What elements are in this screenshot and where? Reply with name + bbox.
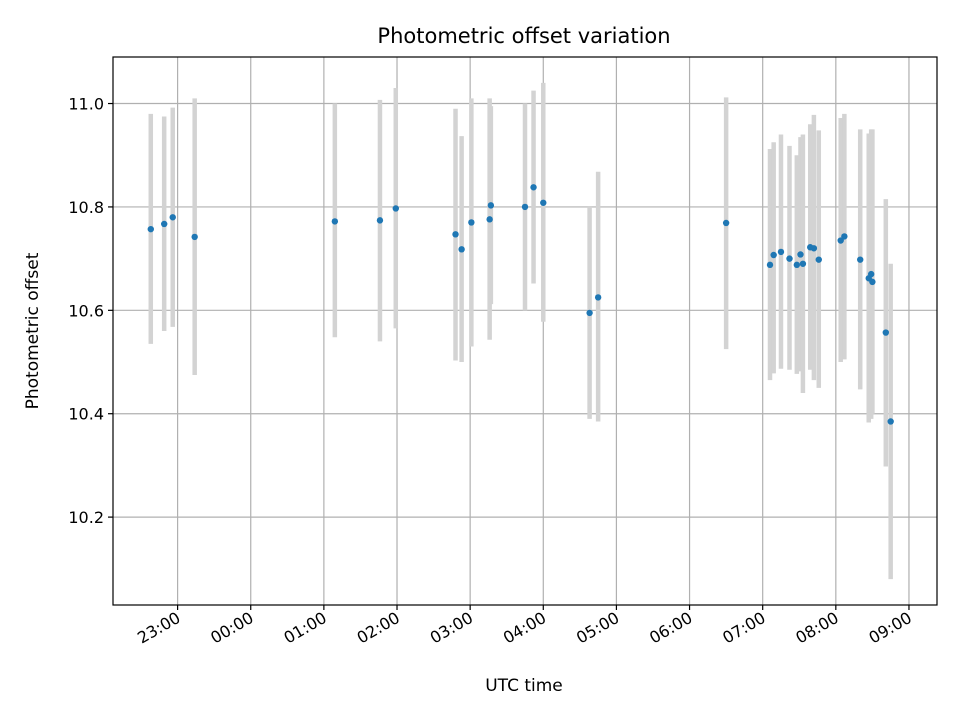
data-point — [160, 220, 168, 228]
y-tick-label: 10.4 — [68, 405, 104, 424]
data-point — [815, 256, 822, 263]
y-axis-ticks: 10.2 10.4 10.6 10.8 11.0 — [68, 95, 113, 527]
data-point — [468, 219, 475, 226]
data-point — [530, 184, 537, 191]
data-point — [857, 256, 864, 263]
data-point — [869, 278, 876, 286]
data-point — [841, 233, 848, 240]
data-point — [486, 216, 493, 223]
data-point — [766, 261, 774, 269]
data-point — [458, 246, 465, 253]
y-tick-label: 10.2 — [68, 508, 104, 527]
data-point — [147, 225, 154, 233]
data-point — [521, 203, 529, 211]
data-point — [837, 237, 844, 244]
data-point — [452, 231, 459, 238]
data-point — [797, 251, 804, 258]
data-point — [882, 329, 890, 336]
data-point — [487, 202, 495, 209]
y-tick-label: 10.8 — [68, 198, 104, 217]
chart-title: Photometric offset variation — [377, 24, 670, 48]
data-point — [887, 418, 894, 425]
y-tick-label: 10.6 — [68, 301, 104, 320]
data-point — [722, 219, 730, 227]
data-point — [770, 251, 777, 259]
data-point — [392, 205, 399, 212]
x-axis-label: UTC time — [485, 676, 563, 696]
data-point — [793, 261, 801, 269]
data-points — [147, 184, 894, 425]
plot-area-frame — [112, 56, 938, 606]
data-point — [786, 255, 793, 262]
data-point — [799, 260, 807, 267]
y-axis-label: Photometric offset — [23, 252, 43, 409]
data-point — [594, 294, 602, 301]
data-point — [169, 214, 176, 221]
y-tick-label: 11.0 — [68, 95, 104, 114]
data-point — [777, 248, 785, 256]
data-point — [867, 270, 875, 278]
data-point — [376, 217, 384, 224]
data-point — [191, 233, 198, 241]
data-point — [331, 218, 339, 225]
data-point — [810, 245, 818, 252]
data-point — [540, 199, 547, 206]
data-point — [586, 309, 593, 317]
